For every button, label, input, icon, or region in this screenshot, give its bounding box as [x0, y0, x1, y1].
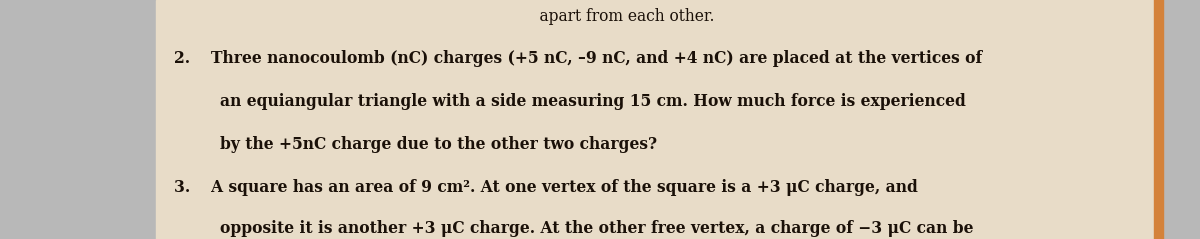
Text: 2.  Three nanocoulomb (nC) charges (+5 nC, –9 nC, and +4 nC) are placed at the v: 2. Three nanocoulomb (nC) charges (+5 nC…: [174, 50, 982, 67]
Text: nanocoulombs: nanocoulombs: [1002, 8, 1200, 25]
Bar: [1154, 0, 1163, 239]
Bar: [156, 0, 1158, 239]
Text: by the +5nC charge due to the other two charges?: by the +5nC charge due to the other two …: [220, 136, 656, 153]
Text: an equiangular triangle with a side measuring 15 cm. How much force is experienc: an equiangular triangle with a side meas…: [220, 93, 966, 110]
Text: 3.  A square has an area of 9 cm². At one vertex of the square is a +3 μC charge: 3. A square has an area of 9 cm². At one…: [174, 179, 918, 196]
Text: opposite it is another +3 μC charge. At the other free vertex, a charge of −3 μC: opposite it is another +3 μC charge. At …: [220, 220, 973, 238]
Text: apart from each other.: apart from each other.: [462, 8, 714, 25]
